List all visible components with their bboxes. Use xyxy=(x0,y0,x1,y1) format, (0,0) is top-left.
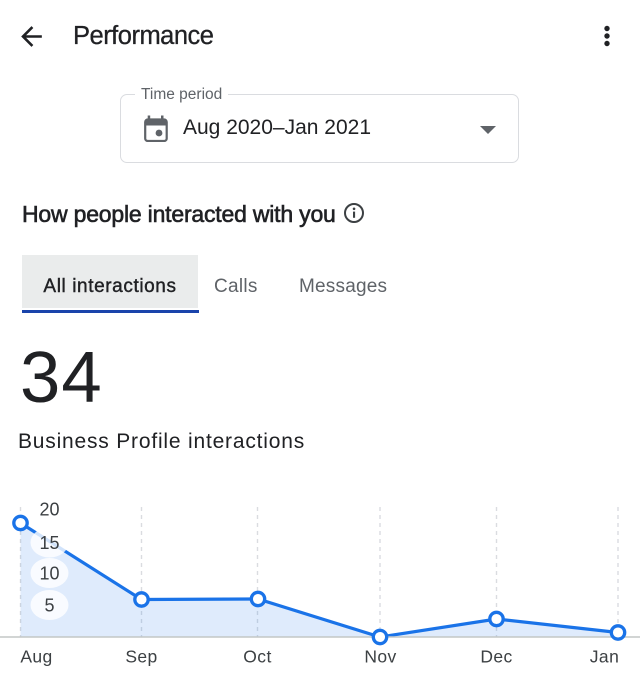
svg-text:Aug: Aug xyxy=(20,647,52,667)
svg-text:Dec: Dec xyxy=(480,647,512,667)
svg-text:Sep: Sep xyxy=(125,647,157,667)
svg-text:5: 5 xyxy=(44,596,54,616)
svg-text:Oct: Oct xyxy=(243,647,271,667)
svg-text:15: 15 xyxy=(39,533,59,553)
svg-text:20: 20 xyxy=(39,500,59,520)
svg-text:Jan: Jan xyxy=(590,647,619,667)
svg-text:10: 10 xyxy=(39,564,59,584)
svg-text:Nov: Nov xyxy=(364,647,396,667)
